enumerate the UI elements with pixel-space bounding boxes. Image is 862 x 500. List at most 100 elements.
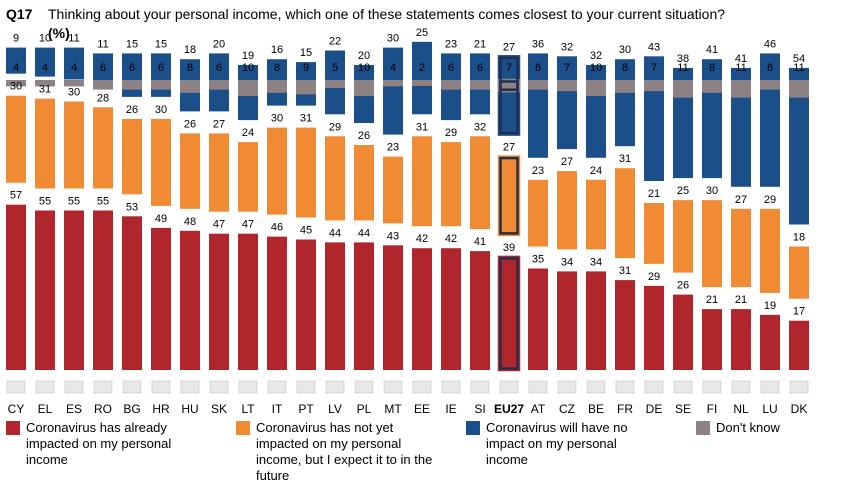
legend-swatch [236,421,250,435]
tick-label-sk: SK [211,402,227,416]
data-label: 46 [764,38,776,50]
bar-expect-impact [615,168,635,259]
data-label: 24 [590,165,602,177]
data-label: 16 [271,44,283,56]
data-label: 47 [242,219,254,231]
data-label: 28 [97,92,109,104]
hu-flag-icon [180,380,200,394]
data-label: 32 [474,121,486,133]
data-label: 15 [155,38,167,50]
bar-expect-impact [586,179,606,250]
data-label: 30 [619,44,631,56]
data-label: 7 [564,62,570,74]
bar-expect-impact [557,171,577,250]
bar-dont-know [35,80,55,87]
data-label: 42 [416,233,428,245]
bar-expect-impact [267,127,287,215]
data-label: 27 [561,156,573,168]
data-label: 8 [274,62,280,74]
data-label: 11 [68,33,79,45]
tick-label-ie: IE [445,402,456,416]
data-label: 27 [735,194,747,206]
data-label: 15 [300,47,312,59]
at-flag-icon [528,380,548,394]
si-flag-icon [470,380,490,394]
tick-label-fr: FR [617,402,633,416]
bar-already-impacted [497,255,521,372]
data-label: 31 [619,265,631,277]
lu-flag-icon [760,380,780,394]
data-label: 27 [503,142,515,154]
legend-label: Coronavirus will have no impact on my pe… [486,420,628,467]
bar-dont-know [354,80,374,96]
data-label: 17 [793,306,805,318]
bar-dont-know [528,80,548,90]
bar-already-impacted [354,242,374,370]
data-label: 9 [13,33,19,45]
bar-no-impact [6,47,26,74]
bar-expect-impact [497,155,521,237]
bar-already-impacted [760,314,780,370]
data-label: 2 [419,62,425,74]
data-label: 32 [590,50,602,62]
data-label: 29 [648,271,660,283]
bar-expect-impact [412,136,432,227]
gr-flag-icon [35,380,55,394]
tick-label-pt: PT [298,402,314,416]
tick-label-be: BE [588,402,604,416]
bar-dont-know [615,80,635,93]
bar-expect-impact [789,246,809,299]
bar-already-impacted [35,210,55,370]
bar-expect-impact [383,156,403,224]
data-label: 41 [735,53,747,65]
data-label: 6 [767,62,773,74]
bar-expect-impact [354,145,374,221]
bar-already-impacted [325,242,345,370]
fr-flag-icon [615,380,635,394]
bar-already-impacted [383,245,403,370]
bar-already-impacted [644,285,664,370]
bar-dont-know [122,80,142,90]
bar-dont-know [93,80,113,90]
data-label: 55 [39,196,51,208]
data-label: 53 [126,201,138,213]
data-label: 47 [213,219,225,231]
bar-dont-know [644,80,664,92]
bar-expect-impact [209,133,229,212]
bar-already-impacted [789,320,809,370]
data-label: 8 [622,62,628,74]
bar-already-impacted [615,280,635,370]
eu-flag-icon [499,380,519,394]
tick-label-hu: HU [181,402,198,416]
be-flag-icon [586,380,606,394]
pl-flag-icon [354,380,374,394]
data-label: 8 [709,62,715,74]
legend-swatch [466,421,480,435]
tick-label-el: EL [38,402,53,416]
bar-dont-know [702,80,722,93]
bar-already-impacted [702,309,722,370]
data-label: 6 [129,62,135,74]
bar-dont-know [64,80,84,87]
eu27-outline [499,56,519,135]
data-label: 20 [358,50,370,62]
data-label: 21 [706,294,718,306]
bar-already-impacted [209,233,229,370]
bar-expect-impact [325,136,345,221]
bg-flag-icon [122,380,142,394]
tick-label-es: ES [66,402,82,416]
tick-label-it: IT [272,402,283,416]
bar-expect-impact [93,107,113,189]
bar-no-impact [528,53,548,158]
data-label: 49 [155,213,167,225]
dk-flag-icon [789,380,809,394]
bar-no-impact [557,56,577,150]
bar-expect-impact [296,127,316,218]
data-label: 23 [387,142,399,154]
legend-label: Coronavirus has not yet impacted on my p… [256,420,433,483]
data-label: 23 [445,38,457,50]
data-label: 26 [677,280,689,292]
data-label: 30 [155,104,167,116]
bar-already-impacted [586,271,606,370]
data-label: 10 [242,62,254,74]
